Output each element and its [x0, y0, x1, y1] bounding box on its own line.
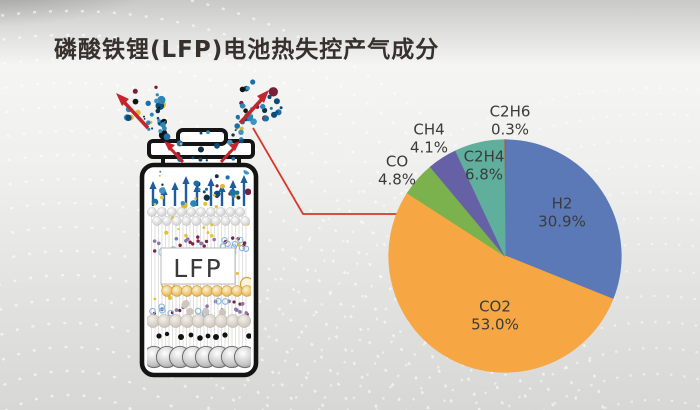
particle-dots-black [156, 331, 251, 341]
vent-arrow-small-right-icon [219, 141, 240, 164]
pie-slice-h2 [504, 139, 622, 301]
vent-arrow-left-icon [116, 93, 150, 130]
particle-band-lower [149, 297, 249, 318]
callout-line [252, 127, 400, 215]
particle-layer-gold [160, 275, 251, 297]
pie-slice-c2h4 [455, 139, 506, 257]
battery-lfp-label: LFP [173, 254, 222, 283]
pie-slice-co2 [388, 192, 614, 373]
battery-vent-cap [176, 128, 228, 146]
particle-layer-silver [147, 345, 251, 369]
gas-particles-vent [175, 130, 244, 171]
particle-layer-gray [147, 207, 250, 226]
gas-particles-inside [151, 170, 251, 301]
gas-plume-left [123, 85, 171, 141]
page-title: 磷酸铁锂(LFP)电池热失控产气成分 [54, 37, 440, 63]
gas-plume-right [234, 79, 283, 135]
battery-illustration: LFP [116, 79, 283, 378]
particle-layer-tan [147, 314, 251, 328]
vent-arrow-small-left-icon [164, 141, 185, 164]
vent-arrow-right-icon [238, 90, 269, 125]
lfp-label-box: LFP [160, 247, 236, 285]
